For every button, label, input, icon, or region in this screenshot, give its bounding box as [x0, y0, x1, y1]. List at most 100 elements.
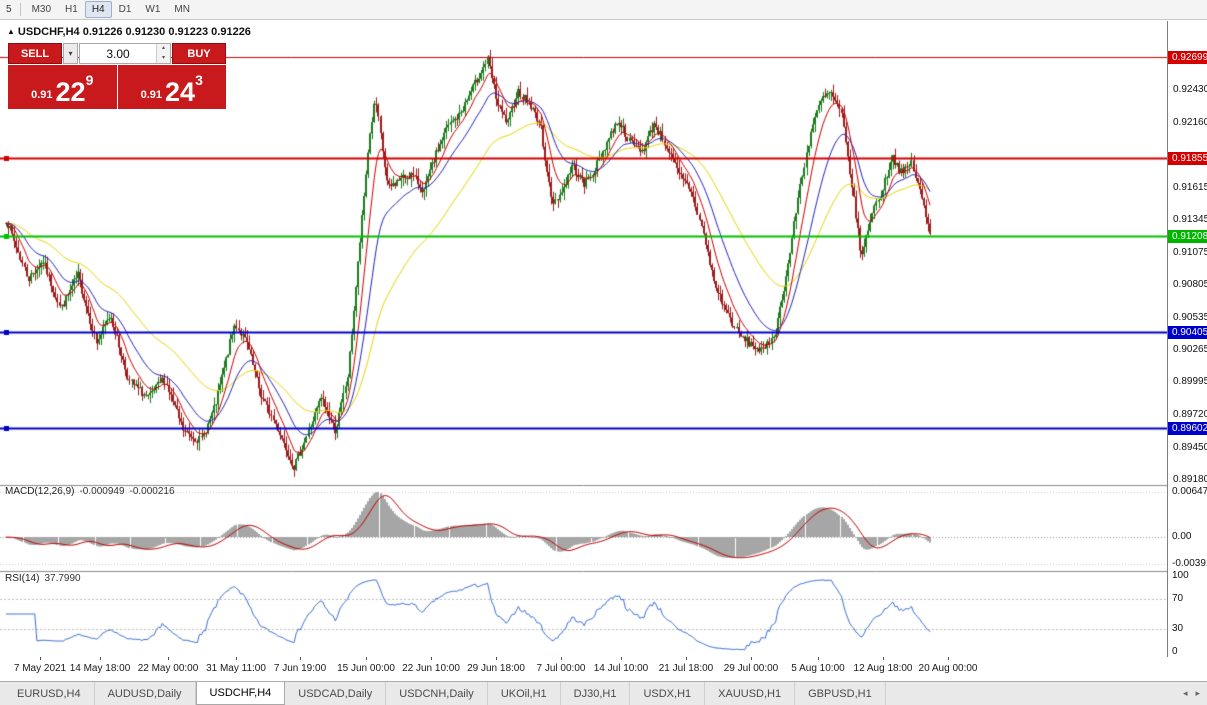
time-axis-tick [431, 657, 432, 660]
tab-xauusd-h1[interactable]: XAUUSD,H1 [705, 682, 796, 705]
price-axis-tick: 0.92160 [1173, 116, 1207, 128]
time-axis-tick [686, 657, 687, 660]
time-axis-label: 22 May 00:00 [137, 663, 199, 674]
toolbar-separator [19, 3, 21, 16]
rsi-label: RSI(14) 37.7990 [5, 573, 81, 584]
tab-usdcad-daily[interactable]: USDCAD,Daily [285, 682, 387, 705]
chevron-down-icon: ▾ [68, 49, 73, 58]
sell-button[interactable]: SELL [8, 43, 62, 64]
time-axis-label: 14 Jul 10:00 [593, 663, 649, 674]
macd-signal-value: -0.000216 [129, 486, 175, 497]
time-axis-tick [366, 657, 367, 660]
time-axis-tick [300, 657, 301, 660]
time-axis-label: 22 Jun 10:00 [402, 663, 460, 674]
price-axis-tick: 0.89995 [1173, 376, 1207, 388]
volume-input[interactable] [80, 44, 156, 63]
sell-price-prefix: 0.91 [31, 89, 53, 101]
price-level-badge: 0.92699 [1168, 51, 1207, 65]
time-axis-label: 15 Jun 00:00 [337, 663, 395, 674]
sell-price-point: 9 [85, 72, 94, 88]
rsi-value: 37.7990 [44, 573, 81, 584]
price-level-badge: 0.90405 [1168, 326, 1207, 340]
tab-usdcnh-daily[interactable]: USDCNH,Daily [386, 682, 488, 705]
macd-name: MACD(12,26,9) [5, 486, 75, 497]
tab-gbpusd-h1[interactable]: GBPUSD,H1 [795, 682, 886, 705]
tab-usdchf-h4[interactable]: USDCHF,H4 [195, 682, 286, 705]
tab-scroll-right-icon[interactable]: ▸ [1195, 688, 1200, 698]
tab-dj30-h1[interactable]: DJ30,H1 [561, 682, 631, 705]
one-click-trading-panel: SELL ▾ ▴ ▾ BUY 0.91 22 9 0.91 24 3 [8, 43, 226, 109]
time-axis[interactable]: 7 May 2021 14 May 18:00 22 May 00:00 31 May… [0, 657, 1167, 681]
price-axis-tick: 0.89720 [1173, 409, 1207, 421]
macd-scale-zero: 0.00 [1172, 531, 1192, 542]
sell-price-pips: 22 [55, 77, 86, 107]
time-axis-tick [236, 657, 237, 660]
buy-price-point: 3 [195, 72, 203, 88]
price-chart-canvas[interactable] [0, 21, 1167, 657]
price-axis-tick: 0.90535 [1173, 311, 1207, 323]
tab-eurusd-h4[interactable]: EURUSD,H4 [4, 682, 95, 705]
spinner-down-icon[interactable]: ▾ [157, 53, 170, 63]
buy-price-display[interactable]: 0.91 24 3 [117, 65, 226, 109]
time-axis-label: 5 Aug 10:00 [791, 663, 845, 674]
chart-area: ▲ USDCHF,H4 0.91226 0.91230 0.91223 0.912… [0, 21, 1207, 681]
time-axis-tick [818, 657, 819, 660]
time-axis-label: 7 May 2021 [13, 663, 67, 674]
collapse-arrow-icon[interactable]: ▲ [7, 27, 15, 36]
timeframe-toolbar: 5 M30 H1 H4 D1 W1 MN [0, 0, 1207, 20]
price-axis-tick: 0.90265 [1173, 343, 1207, 355]
price-axis-tick: 0.89450 [1173, 441, 1207, 453]
rsi-name: RSI(14) [5, 573, 40, 584]
time-axis-tick [561, 657, 562, 660]
time-axis-tick [100, 657, 101, 660]
price-level-badge: 0.91208 [1168, 229, 1207, 243]
price-scale[interactable]: 0.92699 0.92430 0.92160 0.91855 0.91615 0.913… [1167, 21, 1207, 657]
timeframe-d1-button[interactable]: D1 [112, 1, 139, 18]
rsi-scale-30: 30 [1172, 623, 1184, 634]
tab-usdx-h1[interactable]: USDX,H1 [630, 682, 706, 705]
tab-scroll-arrows: ◂ ▸ [1181, 682, 1207, 705]
time-axis-tick [948, 657, 949, 660]
price-axis-tick: 0.90805 [1173, 279, 1207, 291]
time-axis-tick [40, 657, 41, 660]
time-axis-label: 29 Jul 00:00 [723, 663, 779, 674]
time-axis-label: 21 Jul 18:00 [658, 663, 714, 674]
price-axis-tick: 0.91075 [1173, 246, 1207, 258]
chart-title: ▲ USDCHF,H4 0.91226 0.91230 0.91223 0.912… [7, 26, 251, 38]
macd-label: MACD(12,26,9) -0.000949 -0.000216 [5, 486, 175, 497]
price-axis-tick: 0.91615 [1173, 182, 1207, 194]
sell-price-display[interactable]: 0.91 22 9 [8, 65, 117, 109]
time-axis-tick [496, 657, 497, 660]
time-axis-label: 12 Aug 18:00 [853, 663, 913, 674]
volume-field: ▴ ▾ [79, 43, 171, 64]
buy-button[interactable]: BUY [172, 43, 226, 64]
time-axis-label: 20 Aug 00:00 [918, 663, 978, 674]
time-axis-label: 31 May 11:00 [206, 663, 266, 674]
toolbar-partial-button[interactable]: 5 [6, 4, 12, 15]
rsi-scale-0: 0 [1172, 646, 1178, 657]
timeframe-w1-button[interactable]: W1 [138, 1, 167, 18]
price-axis-tick: 0.89180 [1173, 474, 1207, 486]
tab-audusd-daily[interactable]: AUDUSD,Daily [95, 682, 196, 705]
time-axis-tick [168, 657, 169, 660]
time-axis-label: 29 Jun 18:00 [467, 663, 525, 674]
tab-scroll-left-icon[interactable]: ◂ [1182, 688, 1188, 698]
volume-dropdown-button[interactable]: ▾ [63, 43, 78, 64]
timeframe-h1-button[interactable]: H1 [58, 1, 85, 18]
time-axis-label: 7 Jun 19:00 [273, 663, 327, 674]
time-axis-label: 14 May 18:00 [69, 663, 131, 674]
macd-scale-max: 0.00647 [1172, 486, 1207, 497]
buy-price-prefix: 0.91 [140, 89, 163, 101]
price-level-badge: 0.91855 [1168, 152, 1207, 166]
time-axis-tick [883, 657, 884, 660]
chart-tabs-bar: EURUSD,H4 AUDUSD,Daily USDCHF,H4 USDCAD,… [0, 681, 1207, 705]
timeframe-h4-button[interactable]: H4 [84, 1, 112, 18]
tab-ukoil-h1[interactable]: UKOil,H1 [488, 682, 561, 705]
spinner-up-icon[interactable]: ▴ [157, 44, 170, 54]
timeframe-mn-button[interactable]: MN [167, 1, 197, 18]
timeframe-m30-button[interactable]: M30 [25, 1, 58, 18]
macd-main-value: -0.000949 [79, 486, 125, 497]
time-axis-tick [751, 657, 752, 660]
price-axis-tick: 0.91345 [1173, 214, 1207, 226]
